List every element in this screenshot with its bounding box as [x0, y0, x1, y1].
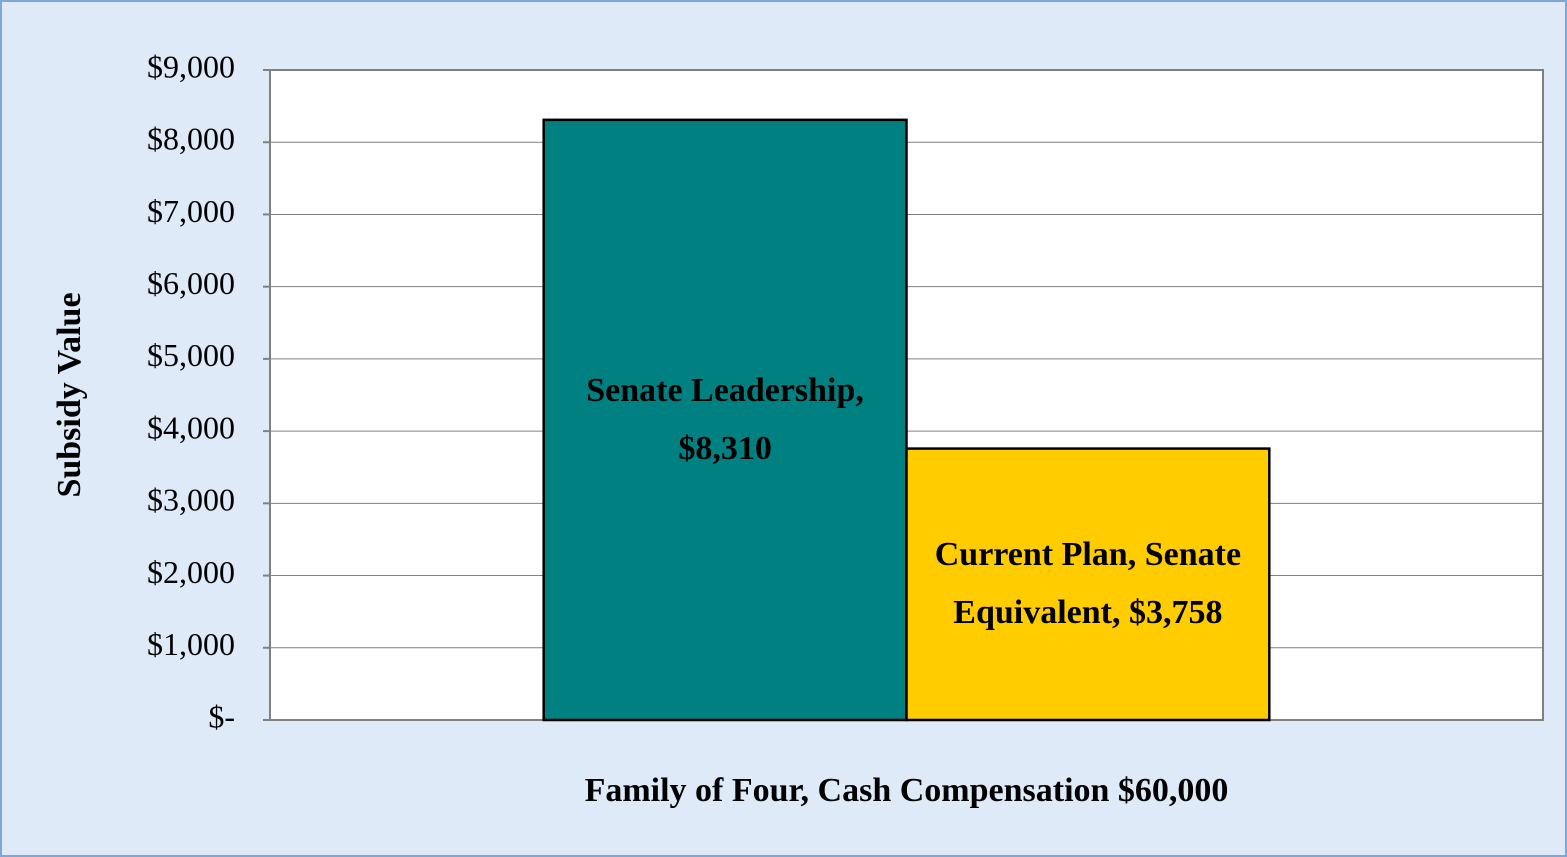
y-tick-label: $5,000 [147, 337, 235, 373]
data-label: Senate Leadership, $8,310 [586, 372, 864, 467]
bar [542, 118, 908, 722]
y-tick-label: $8,000 [147, 121, 235, 157]
y-tick-label: $4,000 [147, 409, 235, 445]
y-tick-label: $6,000 [147, 265, 235, 301]
y-tick-label: $9,000 [147, 48, 235, 84]
y-tick-label: $3,000 [147, 482, 235, 518]
y-tick-label: $- [208, 698, 235, 734]
data-label: Current Plan, Senate Equivalent, $3,758 [934, 536, 1242, 632]
x-tick-label: Family of Four, Cash Compensation $60,00… [585, 772, 1229, 809]
data-label-box: Current Plan, Senate Equivalent, $3,758 [934, 536, 1242, 632]
y-tick-label: $1,000 [147, 626, 235, 662]
bar [905, 447, 1271, 722]
y-axis-title: Subsidy Value [51, 292, 88, 497]
y-tick-label: $7,000 [147, 193, 235, 229]
y-tick-label: $2,000 [147, 554, 235, 590]
data-label-box: Senate Leadership, $8,310 [586, 372, 864, 467]
